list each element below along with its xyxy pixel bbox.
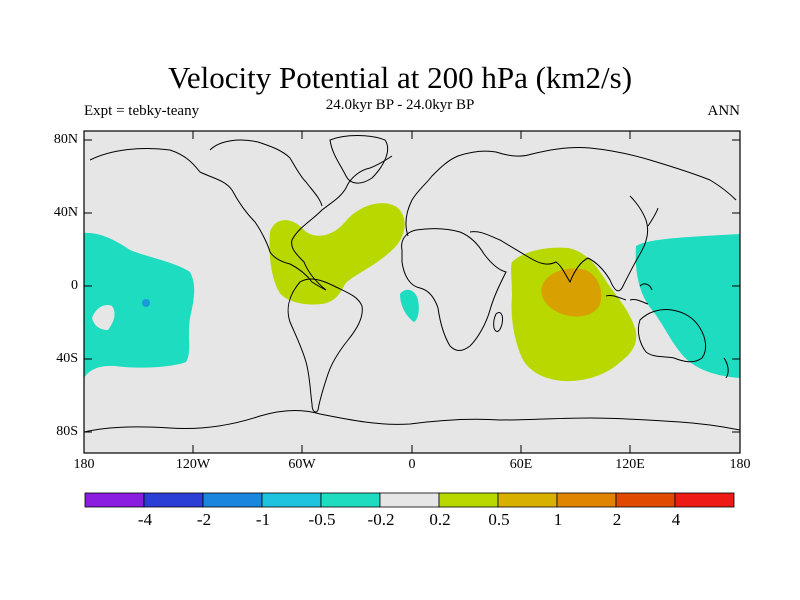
- colorbar-label: 4: [671, 510, 681, 529]
- coastline-africa: [401, 228, 507, 351]
- plot-subtitle: 24.0kyr BP - 24.0kyr BP: [325, 97, 475, 113]
- colorbar-label: -4: [137, 510, 153, 529]
- colorbar-label: 0.2: [429, 510, 451, 529]
- plot-title: Velocity Potential at 200 hPa (km2/s): [167, 60, 633, 95]
- coastline-new-zealand: [723, 357, 729, 379]
- y-tick-40s: 40S: [56, 351, 78, 366]
- colorbar-swatch: [143, 492, 204, 508]
- coastline-japan: [647, 207, 659, 227]
- colorbar-swatch: [497, 492, 558, 508]
- coastline-antarctica: [84, 409, 740, 433]
- colorbar-label: 1: [553, 510, 563, 529]
- colorbar-label: -1: [255, 510, 271, 529]
- x-tick-60e: 60E: [509, 457, 533, 472]
- colorbar-swatch: [674, 492, 735, 508]
- anomaly-regions: [84, 203, 740, 382]
- y-tick-0: 0: [71, 278, 78, 293]
- negative-region-west-pacific: [635, 234, 740, 378]
- y-tick-40n: 40N: [53, 205, 78, 220]
- colorbar-label: -2: [196, 510, 212, 529]
- experiment-label: Expt = tebky-teany: [84, 103, 200, 119]
- coastlines: [84, 135, 740, 433]
- x-tick-0: 0: [408, 457, 416, 472]
- coastline-asia-south: [469, 195, 649, 292]
- coastline-north-america: [89, 148, 393, 291]
- colorbar-label: -0.2: [367, 510, 395, 529]
- gray-inset-south-pacific: [92, 305, 115, 330]
- y-tick-80s: 80S: [56, 424, 78, 439]
- colorbar-label: -0.5: [308, 510, 336, 529]
- coastline-indonesia: [605, 283, 653, 305]
- season-label: ANN: [707, 103, 741, 119]
- colorbar-swatch: [320, 492, 381, 508]
- coastline-canada-arctic: [209, 139, 323, 207]
- coastline-madagascar: [493, 311, 503, 332]
- coastline-south-america: [287, 278, 363, 413]
- colorbar-swatch: [84, 492, 145, 508]
- y-tick-80n: 80N: [53, 132, 78, 147]
- x-tick-120e: 120E: [615, 457, 645, 472]
- x-tick-180e: 180: [729, 457, 751, 472]
- coastline-europe: [405, 147, 737, 237]
- negative-core-dot: [142, 299, 150, 307]
- colorbar-swatch: [556, 492, 617, 508]
- positive-core-indian-ocean: [541, 268, 602, 317]
- colorbar-label: 2: [612, 510, 622, 529]
- colorbar: [84, 492, 735, 508]
- x-tick-120w: 120W: [175, 457, 211, 472]
- coastline-australia: [637, 309, 707, 363]
- negative-region-east-pacific: [84, 232, 195, 378]
- colorbar-swatch: [261, 492, 322, 508]
- positive-region-atlantic: [269, 203, 405, 305]
- colorbar-swatch: [615, 492, 676, 508]
- coastline-greenland: [329, 135, 389, 184]
- colorbar-swatch: [202, 492, 263, 508]
- x-tick-60w: 60W: [288, 457, 316, 472]
- colorbar-swatch: [438, 492, 499, 508]
- colorbar-label: 0.5: [488, 510, 510, 529]
- colorbar-swatch: [379, 492, 440, 508]
- negative-region-africa: [400, 289, 419, 322]
- axis-ticks: [83, 131, 741, 453]
- x-tick-180w: 180: [73, 457, 95, 472]
